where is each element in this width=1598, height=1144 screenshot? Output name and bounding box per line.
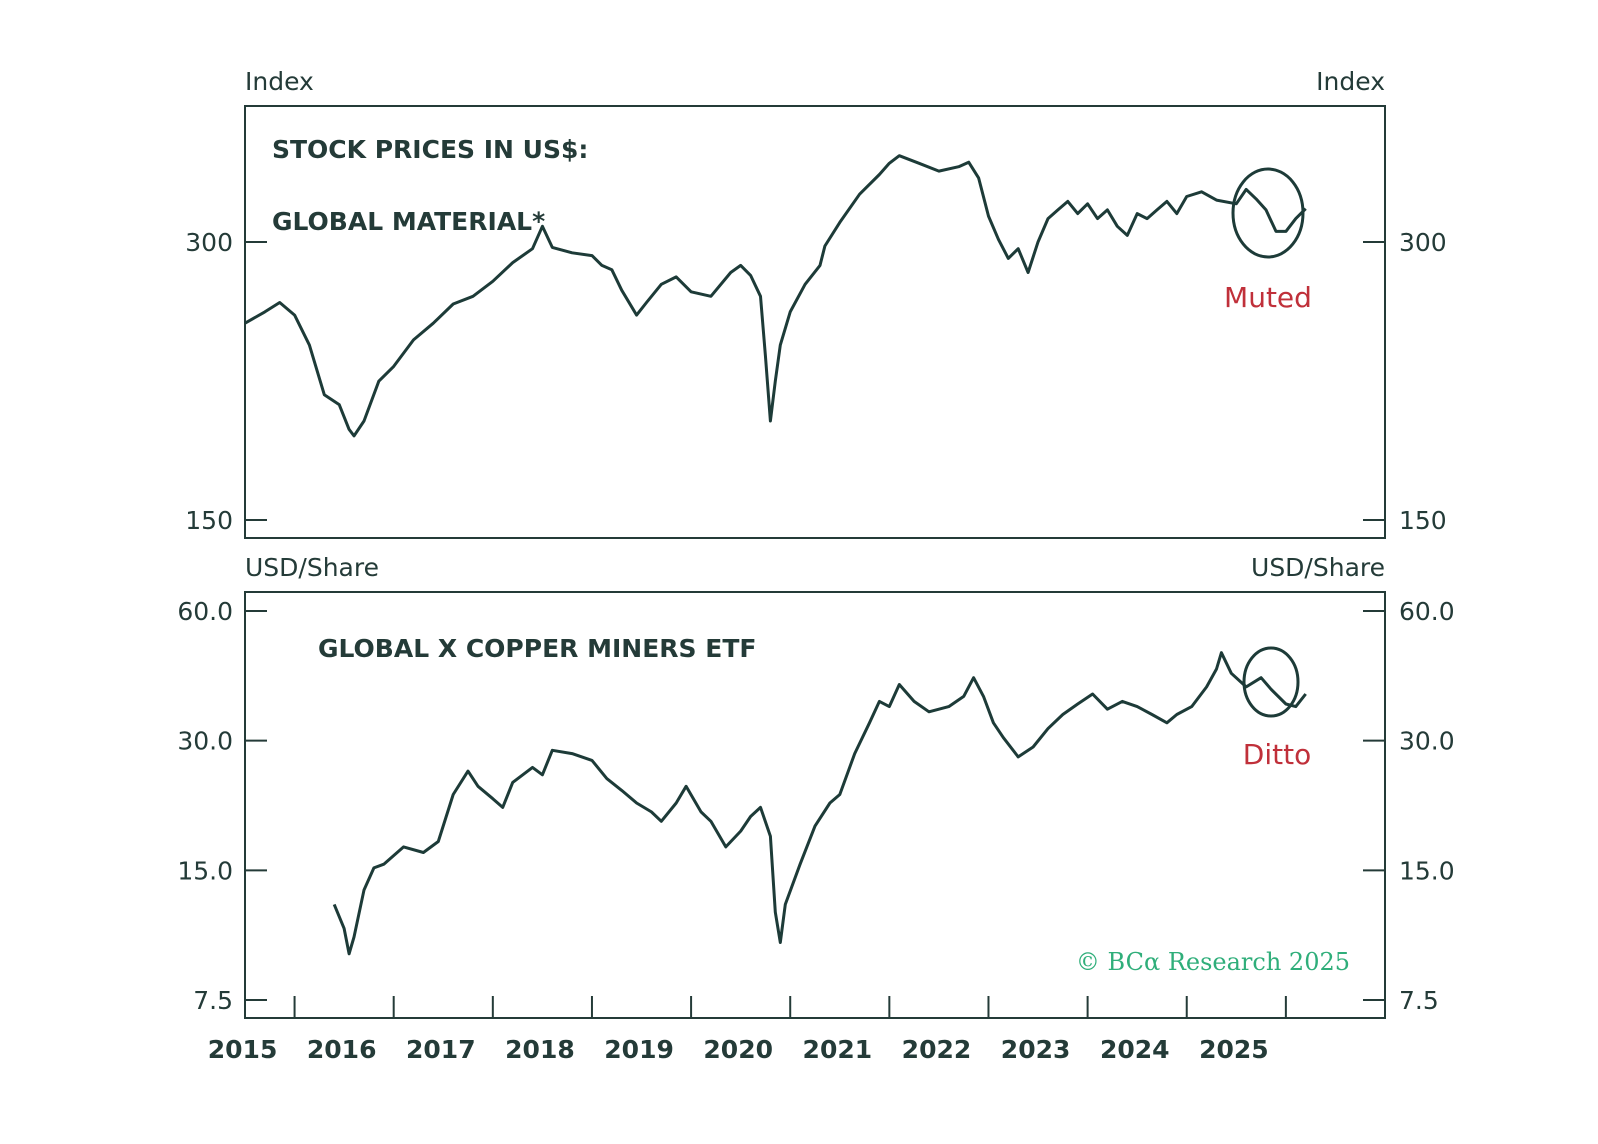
top-right-tick-label: 300: [1399, 228, 1447, 257]
top-panel-subtitle: GLOBAL MATERIAL*: [272, 207, 545, 236]
x-tick-label: 2019: [604, 1035, 674, 1064]
top-left-tick-label: 300: [185, 228, 233, 257]
x-tick-label: 2023: [1001, 1035, 1071, 1064]
top-left-axis-label: Index: [245, 67, 314, 96]
global-material-line: [244, 154, 1307, 438]
bottom-highlight-circle: [1242, 646, 1300, 718]
top-right-axis-label: Index: [1316, 67, 1385, 96]
x-tick-label: 2020: [703, 1035, 773, 1064]
bottom-panel-title: GLOBAL X COPPER MINERS ETF: [318, 634, 756, 663]
bottom-right-tick-label: 15.0: [1399, 856, 1455, 885]
copper-miners-line: [332, 651, 1307, 956]
top-y-ticks: 150 150 300 300: [185, 228, 1446, 535]
bottom-y-ticks: 7.5 7.5 15.0 15.0 30.0 30.0 60.0 60.0: [177, 597, 1454, 1015]
x-tick-label: 2022: [902, 1035, 972, 1064]
bottom-panel-frame: [244, 591, 1386, 1019]
x-tick-label: 2021: [803, 1035, 873, 1064]
bottom-right-tick-label: 7.5: [1399, 986, 1439, 1015]
bottom-left-tick-label: 7.5: [193, 986, 233, 1015]
top-panel: Index Index STOCK PRICES IN US$: GLOBAL …: [185, 67, 1447, 539]
bottom-panel: USD/Share USD/Share GLOBAL X COPPER MINE…: [177, 553, 1455, 1019]
top-annotation: Muted: [1224, 281, 1312, 314]
top-panel-frame: [244, 105, 1386, 539]
x-tick-label: 2018: [505, 1035, 575, 1064]
x-tick-label: 2016: [307, 1035, 377, 1064]
bottom-left-tick-label: 30.0: [177, 727, 233, 756]
top-panel-title: STOCK PRICES IN US$:: [272, 135, 588, 164]
x-tick-label: 2025: [1199, 1035, 1269, 1064]
bottom-right-tick-label: 30.0: [1399, 727, 1455, 756]
x-tick-label: 2015: [208, 1035, 278, 1064]
top-highlight-circle: [1231, 167, 1305, 259]
bottom-left-tick-label: 15.0: [177, 856, 233, 885]
copyright-text: © BCα Research 2025: [1076, 948, 1350, 976]
bottom-left-tick-label: 60.0: [177, 597, 233, 626]
bottom-right-tick-label: 60.0: [1399, 597, 1455, 626]
bottom-right-axis-label: USD/Share: [1251, 553, 1385, 582]
top-right-tick-label: 150: [1399, 506, 1447, 535]
bottom-annotation: Ditto: [1243, 738, 1311, 771]
x-axis: 2015 2016 2017 2018 2019 2020 2021 2022 2023 2024…: [208, 996, 1287, 1064]
x-tick-label: 2017: [406, 1035, 476, 1064]
bottom-left-axis-label: USD/Share: [245, 553, 379, 582]
top-left-tick-label: 150: [185, 506, 233, 535]
x-tick-label: 2024: [1100, 1035, 1170, 1064]
